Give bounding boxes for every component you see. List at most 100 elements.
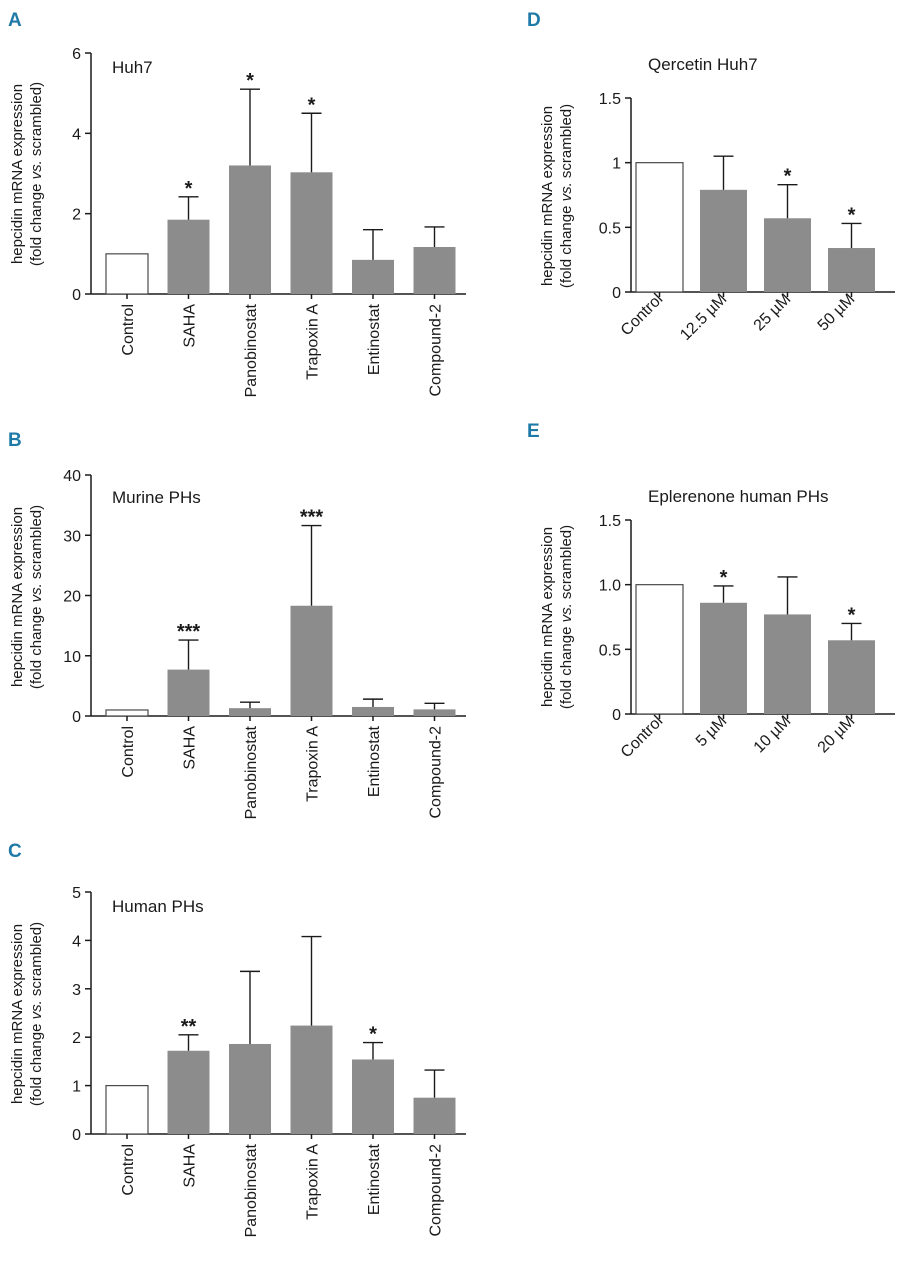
panel-b-category-label: Control <box>120 726 137 778</box>
panel-e-bar <box>764 614 811 714</box>
panel-d-category-label: Control <box>618 291 666 339</box>
panel-a-category-label: Control <box>120 304 137 356</box>
panel-a-y-tick-label: 2 <box>72 207 81 224</box>
panel-a-bar <box>229 165 271 294</box>
panel-e-y-tick-label: 1.0 <box>599 578 621 595</box>
panel-c-significance-label: ** <box>181 1016 197 1038</box>
panel-a-category-label: Trapoxin A <box>305 304 322 380</box>
panel-a: A Huh7 hepcidin mRNA expression (fold chang… <box>8 10 466 397</box>
panel-b-y-tick-label: 10 <box>63 649 81 666</box>
panel-a-bar <box>167 219 210 294</box>
panel-c-bar <box>352 1059 394 1134</box>
panel-c-bar <box>290 1025 333 1134</box>
panel-e-y-tick-label: 0 <box>612 707 621 724</box>
panel-c-y-tick-label: 5 <box>72 885 81 902</box>
panel-b: B Murine PHs hepcidin mRNA expression (fold… <box>8 430 466 819</box>
panel-c-y-tick-label: 1 <box>72 1079 81 1096</box>
panel-e-category-label: 10 µM <box>751 713 795 757</box>
panel-a-category-label: SAHA <box>182 304 199 348</box>
panel-b-significance-label: *** <box>177 621 201 643</box>
panel-b-bar <box>105 709 149 717</box>
panel-e-bar <box>828 640 875 714</box>
panel-c-category-label: Trapoxin A <box>305 1144 322 1220</box>
panel-d-title: Qercetin Huh7 <box>648 55 758 74</box>
panel-a-bar <box>352 259 394 294</box>
panel-d-significance-label: * <box>784 166 792 188</box>
panel-c-y-tick-label: 4 <box>72 933 81 950</box>
panel-a-bar <box>105 253 149 295</box>
panel-e-bar <box>635 584 684 715</box>
panel-d-bar <box>764 218 811 292</box>
panel-a-category-label: Panobinostat <box>243 303 260 397</box>
panel-b-bar <box>352 706 394 716</box>
panel-d-y-tick-label: 1.5 <box>599 91 621 108</box>
panel-b-category-label: Trapoxin A <box>305 726 322 802</box>
panel-a-bar <box>290 172 333 294</box>
panel-b-y-tick-label: 40 <box>63 468 81 485</box>
panel-d-letter: D <box>527 10 541 31</box>
panel-e-bar <box>700 602 747 714</box>
panel-d-category-label: 50 µM <box>815 291 859 335</box>
panel-d: D Qercetin Huh7 hepcidin mRNA expression (f… <box>527 10 895 344</box>
panel-a-y-tick-label: 6 <box>72 46 81 63</box>
panel-a-significance-label: * <box>185 178 193 200</box>
panel-a-y-tick-label: 4 <box>72 126 81 143</box>
panel-b-y-axis-label: hepcidin mRNA expression (fold change vs.… <box>9 505 45 689</box>
panel-d-bar <box>635 162 684 293</box>
panel-d-y-tick-label: 0 <box>612 285 621 302</box>
panel-d-y-axis-label: hepcidin mRNA expression (fold change vs.… <box>539 104 575 288</box>
panel-a-y-tick-label: 0 <box>72 287 81 304</box>
panel-e-category-label: 5 µM <box>693 713 730 750</box>
panel-e: E Eplerenone human PHs hepcidin mRNA expre… <box>527 421 895 761</box>
panel-b-y-tick-label: 20 <box>63 589 81 606</box>
panel-d-bar <box>700 189 747 292</box>
panel-c-significance-label: * <box>369 1024 377 1046</box>
panel-c-bar <box>413 1097 456 1134</box>
panel-c-category-label: Control <box>120 1144 137 1196</box>
panel-e-significance-label: * <box>848 604 856 626</box>
panel-a-category-label: Entinostat <box>366 303 383 375</box>
panel-d-bar <box>828 248 875 292</box>
panel-c-y-axis-label: hepcidin mRNA expression (fold change vs.… <box>9 922 45 1106</box>
panel-e-y-axis-label: hepcidin mRNA expression (fold change vs.… <box>539 525 575 709</box>
panel-b-bar <box>167 669 210 716</box>
panel-a-category-label: Compound-2 <box>428 304 445 397</box>
panel-b-y-tick-label: 30 <box>63 528 81 545</box>
panel-a-y-axis-label: hepcidin mRNA expression (fold change vs.… <box>9 82 45 266</box>
panel-c-y-tick-label: 0 <box>72 1127 81 1144</box>
panel-e-y-tick-label: 1.5 <box>599 513 621 530</box>
panel-b-title: Murine PHs <box>112 488 201 507</box>
panel-c-title: Human PHs <box>112 897 204 916</box>
panel-e-letter: E <box>527 421 540 442</box>
panel-c-letter: C <box>8 841 22 862</box>
panel-d-category-label: 25 µM <box>751 291 795 335</box>
panel-d-y-tick-label: 1 <box>612 156 621 173</box>
panel-b-significance-label: *** <box>300 507 324 529</box>
panel-c-bar <box>167 1050 210 1134</box>
panel-c-category-label: Compound-2 <box>428 1144 445 1237</box>
panel-c-y-tick-label: 3 <box>72 982 81 999</box>
panel-c-category-label: Entinostat <box>366 1143 383 1215</box>
panel-e-category-label: Control <box>618 713 666 761</box>
panel-c-y-tick-label: 2 <box>72 1030 81 1047</box>
panel-b-y-tick-label: 0 <box>72 709 81 726</box>
panel-b-category-label: Compound-2 <box>428 726 445 819</box>
panel-b-category-label: SAHA <box>182 726 199 770</box>
panel-a-title: Huh7 <box>112 58 153 77</box>
panel-b-bar <box>290 605 333 716</box>
panel-b-category-label: Entinostat <box>366 725 383 797</box>
panel-c-category-label: SAHA <box>182 1144 199 1188</box>
panel-d-y-tick-label: 0.5 <box>599 220 621 237</box>
panel-d-significance-label: * <box>848 204 856 226</box>
panel-c: C Human PHs hepcidin mRNA expression (fold … <box>8 841 466 1237</box>
panel-a-letter: A <box>8 10 22 31</box>
panel-a-significance-label: * <box>308 94 316 116</box>
panel-c-bar <box>105 1084 149 1135</box>
panel-c-bar <box>229 1043 271 1134</box>
panel-e-title: Eplerenone human PHs <box>648 487 829 506</box>
panel-b-category-label: Panobinostat <box>243 725 260 819</box>
panel-e-significance-label: * <box>720 567 728 589</box>
panel-b-letter: B <box>8 430 22 451</box>
panel-e-y-tick-label: 0.5 <box>599 642 621 659</box>
